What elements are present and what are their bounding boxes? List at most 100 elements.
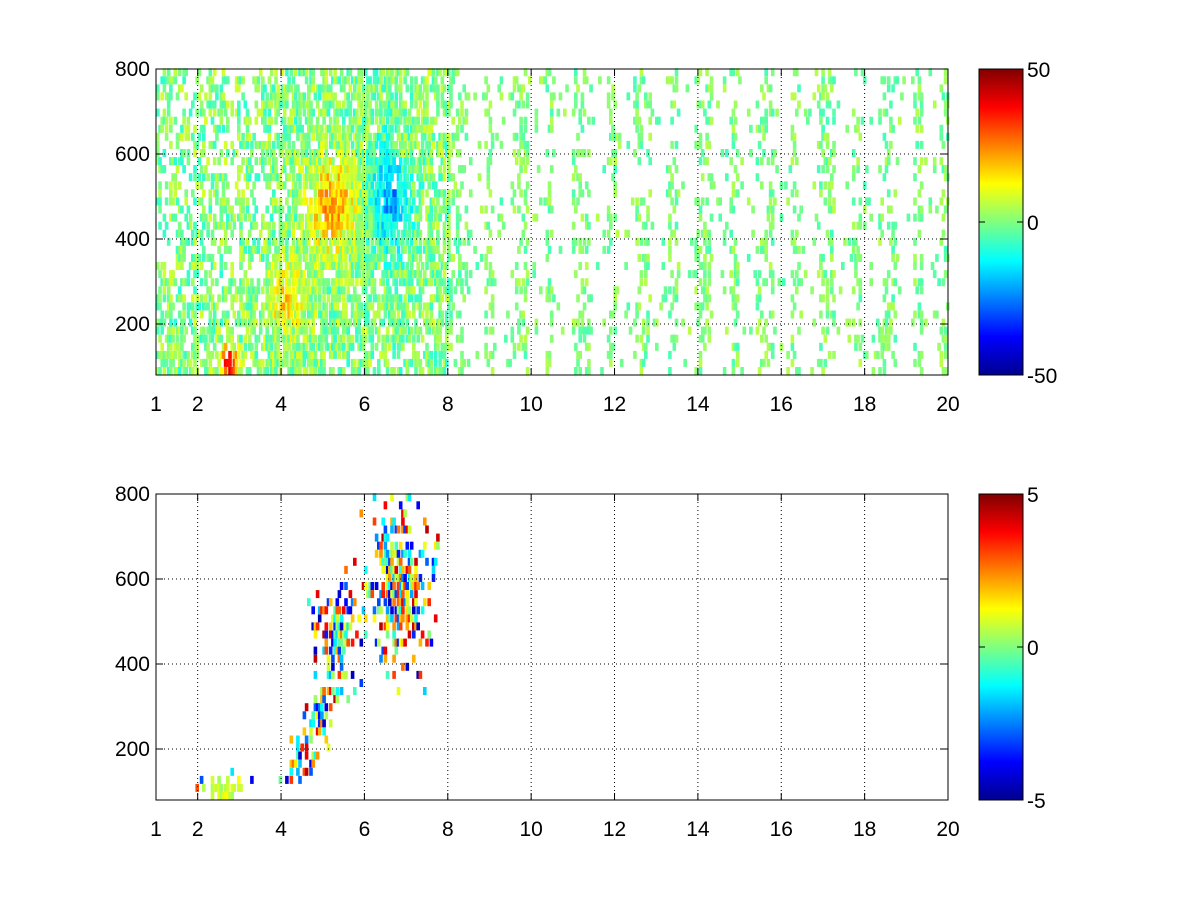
heatmap-cell: [433, 116, 438, 125]
heatmap-cell: [433, 245, 438, 254]
heatmap-cell: [210, 229, 215, 238]
heatmap-cell: [379, 84, 383, 93]
heatmap-cell: [247, 294, 252, 303]
heatmap-cell: [416, 116, 420, 125]
heatmap-cell: [344, 598, 348, 607]
heatmap-cell: [164, 221, 169, 230]
heatmap-cell: [307, 173, 311, 182]
heatmap-cell: [889, 124, 893, 133]
heatmap-cell: [576, 132, 580, 141]
heatmap-cell: [672, 294, 677, 303]
heatmap-cell: [208, 108, 213, 117]
heatmap-cell: [429, 270, 434, 279]
heatmap-cell: [488, 124, 493, 133]
heatmap-cell: [307, 132, 311, 141]
heatmap-cell: [223, 140, 228, 149]
heatmap-cell: [637, 213, 642, 222]
heatmap-cell: [374, 157, 379, 166]
heatmap-cell: [322, 165, 326, 174]
heatmap-cell: [274, 326, 278, 335]
heatmap-cell: [337, 124, 342, 133]
heatmap-cell: [337, 350, 342, 359]
heatmap-cell: [438, 310, 442, 319]
heatmap-cell: [549, 334, 554, 343]
heatmap-cell: [368, 132, 372, 141]
heatmap-cell: [335, 302, 340, 311]
heatmap-cell: [547, 358, 552, 367]
heatmap-cell: [317, 294, 322, 303]
heatmap-cell: [335, 124, 340, 133]
heatmap-cell: [407, 140, 412, 149]
heatmap-cell: [414, 245, 418, 254]
heatmap-cell: [184, 237, 188, 246]
heatmap-cell: [606, 245, 611, 254]
heatmap-cell: [256, 108, 261, 117]
heatmap-cell: [339, 310, 344, 319]
heatmap-cell: [278, 310, 283, 319]
heatmap-cell: [171, 213, 175, 222]
heatmap-cell: [339, 582, 344, 590]
heatmap-cell: [363, 262, 368, 270]
heatmap-cell: [709, 213, 714, 222]
heatmap-cell: [342, 100, 346, 109]
heatmap-cell: [836, 326, 841, 335]
heatmap-cell: [425, 326, 429, 335]
heatmap-cell: [385, 270, 390, 279]
heatmap-cell: [361, 173, 366, 182]
heatmap-cell: [293, 334, 298, 343]
heatmap-cell: [293, 157, 298, 166]
heatmap-cell: [429, 68, 434, 77]
heatmap-cell: [261, 108, 265, 117]
heatmap-cell: [427, 367, 431, 375]
heatmap-cell: [300, 318, 304, 327]
heatmap-cell: [199, 108, 204, 117]
heatmap-cell: [398, 614, 403, 623]
heatmap-cell: [355, 302, 359, 311]
heatmap-cell: [786, 367, 790, 375]
heatmap-cell: [263, 342, 267, 351]
heatmap-cell: [184, 197, 188, 206]
heatmap-cell: [707, 245, 712, 254]
heatmap-cell: [639, 76, 644, 85]
heatmap-cell: [935, 253, 939, 262]
heatmap-cell: [355, 76, 359, 85]
heatmap-cell: [523, 334, 528, 343]
heatmap-cell: [882, 132, 887, 141]
heatmap-cell: [423, 517, 427, 526]
heatmap-cell: [407, 108, 412, 117]
heatmap-cell: [300, 342, 304, 351]
heatmap-cell: [221, 294, 226, 303]
heatmap-cell: [326, 262, 331, 270]
heatmap-cell: [396, 173, 401, 182]
heatmap-cell: [613, 326, 617, 335]
heatmap-cell: [239, 302, 243, 311]
heatmap-cell: [272, 358, 276, 367]
heatmap-cell: [285, 229, 289, 238]
heatmap-cell: [606, 229, 611, 238]
heatmap-cell: [676, 262, 681, 270]
heatmap-cell: [269, 302, 274, 311]
heatmap-cell: [425, 310, 429, 319]
heatmap-cell: [173, 76, 178, 85]
heatmap-cell: [298, 759, 302, 768]
heatmap-cell: [317, 614, 322, 623]
heatmap-cell: [368, 116, 372, 125]
heatmap-cell: [416, 670, 420, 679]
heatmap-cell: [379, 108, 383, 117]
heatmap-cell: [239, 334, 243, 343]
heatmap-cell: [517, 181, 521, 190]
heatmap-cell: [405, 367, 410, 375]
heatmap-cell: [388, 221, 392, 230]
heatmap-cell: [488, 149, 493, 157]
heatmap-cell: [635, 100, 639, 109]
heatmap-cell: [215, 181, 219, 190]
heatmap-cell: [687, 326, 692, 335]
heatmap-cell: [254, 358, 259, 367]
heatmap-cell: [394, 614, 399, 623]
heatmap-cell: [703, 342, 707, 351]
heatmap-cell: [451, 270, 455, 279]
heatmap-cell: [156, 132, 160, 141]
heatmap-cell: [705, 132, 709, 141]
heatmap-cell: [342, 181, 346, 190]
heatmap-cell: [396, 350, 401, 359]
